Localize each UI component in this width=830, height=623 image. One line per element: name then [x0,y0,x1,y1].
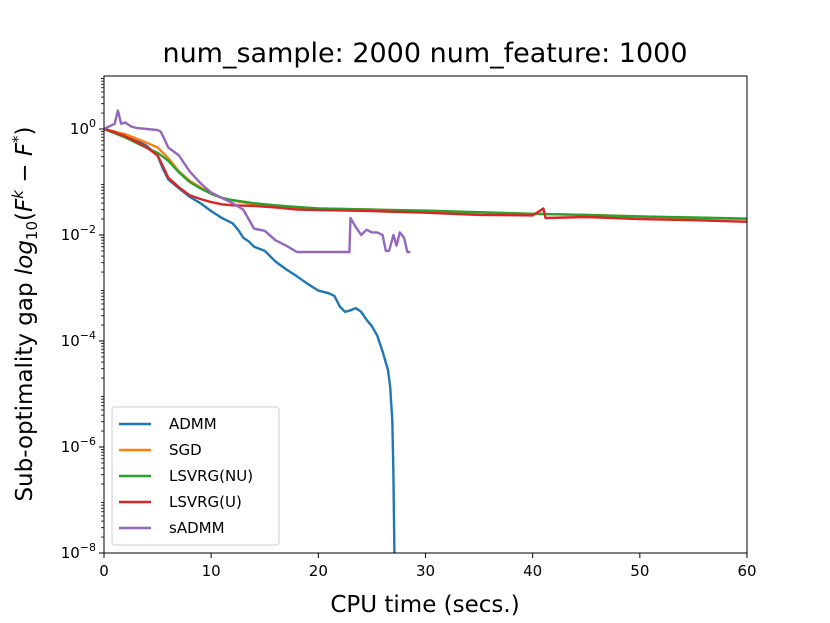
x-tick-label: 60 [737,562,756,580]
y-axis-label-open: ( [12,212,38,221]
series-line-sadmm [104,109,411,254]
y-axis-label: Sub-optimality gap log10(Fk − F*) [9,126,41,501]
y-axis-label-f2: F [12,142,38,156]
y-tick-label: 10−6 [61,435,96,456]
legend-label: SGD [169,441,202,459]
x-tick-label: 20 [309,562,328,580]
x-axis-label: CPU time (secs.) [330,592,519,618]
y-axis-label-log: log [12,240,38,275]
y-axis-label-f1: F [12,198,38,212]
x-tick-label: 10 [202,562,221,580]
legend-label: sADMM [169,519,225,537]
series-layer [104,109,747,553]
series-line-lsvrg-u [104,127,747,224]
x-tick-label: 30 [416,562,435,580]
y-axis-ticks: 100 10−2 10−4 10−6 10−8 [61,78,104,562]
chart-title: num_sample: 2000 num_feature: 1000 [162,38,687,69]
y-tick-label: 10−4 [61,329,96,350]
x-tick-label: 40 [523,562,542,580]
y-axis-label-sup2: * [9,135,27,143]
legend: ADMM SGD LSVRG(NU) LSVRG(U) sADMM [111,406,280,546]
legend-label: ADMM [169,415,217,433]
y-axis-label-sup1: k [9,189,27,199]
x-axis-ticks: 0 10 20 30 40 50 60 [99,553,757,580]
y-axis-label-log-sub: 10 [23,221,41,240]
y-tick-label: 10−2 [61,223,96,244]
y-tick-label: 100 [70,117,96,138]
x-tick-label: 50 [630,562,649,580]
y-axis-label-close: ) [12,126,38,135]
y-axis-label-prefix: Sub-optimality gap [12,275,38,501]
legend-box [111,406,280,546]
y-tick-label: 10−8 [61,541,96,562]
legend-label: LSVRG(NU) [169,467,253,485]
y-axis-label-minus: − [12,156,38,190]
legend-label: LSVRG(U) [169,493,242,511]
x-tick-label: 0 [99,562,109,580]
